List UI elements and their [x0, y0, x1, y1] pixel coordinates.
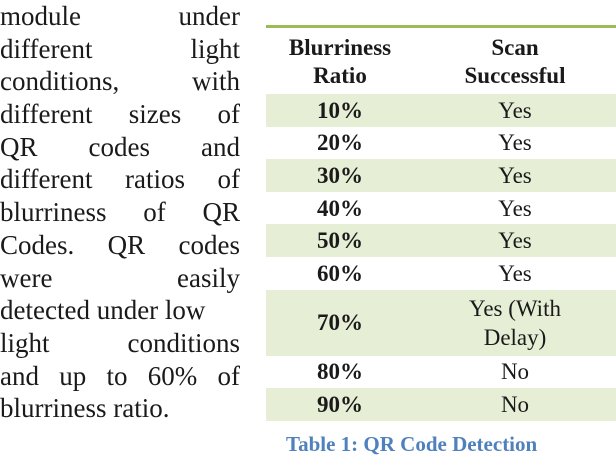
- body-paragraph: module under different light conditions,…: [0, 0, 240, 425]
- ratio-cell: 50%: [266, 224, 414, 257]
- text-line: QR codes and: [0, 131, 240, 162]
- ratio-cell: 70%: [266, 289, 414, 356]
- table-caption: Table 1: QR Code Detection: [286, 432, 538, 456]
- text-line: Codes. QR codes: [0, 229, 240, 260]
- ratio-cell: 30%: [266, 159, 414, 192]
- ratio-cell: 80%: [317, 359, 363, 385]
- text-line: detected under low: [0, 295, 206, 326]
- text-line: light conditions: [0, 327, 240, 358]
- table-body: Blurriness Ratio Scan Successful 10% Yes…: [266, 28, 616, 421]
- result-cell: Yes: [498, 260, 532, 286]
- qr-detection-table: Blurriness Ratio Scan Successful 10% Yes…: [266, 25, 616, 421]
- text-line: and up to 60% of: [0, 360, 240, 391]
- table-row: 10% Yes: [266, 94, 616, 127]
- text-line: conditions, with: [0, 66, 240, 97]
- result-cell: Yes: [414, 94, 616, 127]
- ratio-cell: 60%: [317, 260, 363, 286]
- result-cell: Yes: [414, 224, 616, 257]
- result-cell: No: [414, 388, 616, 421]
- text-line: blurriness of QR: [0, 197, 240, 228]
- result-cell: Yes: [414, 159, 616, 192]
- header-blurriness-ratio: Blurriness Ratio: [288, 35, 392, 88]
- table-row: 40% Yes: [266, 192, 616, 225]
- text-line: were easily: [0, 262, 240, 293]
- text-line: different ratios of: [0, 164, 240, 195]
- table-top-rule: [266, 25, 616, 28]
- table-row: 50% Yes: [266, 224, 616, 257]
- table-row: 30% Yes: [266, 159, 616, 192]
- table-header-row: Blurriness Ratio Scan Successful: [266, 28, 616, 94]
- table-row: 70% Yes (With Delay): [266, 289, 616, 356]
- result-cell: No: [500, 359, 530, 385]
- table-row: 60% Yes: [266, 257, 616, 290]
- ratio-cell: 90%: [266, 388, 414, 421]
- result-cell: Yes (With Delay): [414, 289, 616, 356]
- ratio-cell: 10%: [266, 94, 414, 127]
- ratio-cell: 40%: [317, 195, 363, 221]
- ratio-cell: 20%: [317, 130, 363, 156]
- table-row: 20% Yes: [266, 127, 616, 160]
- table-row: 80% No: [266, 356, 616, 389]
- text-line: different sizes of: [0, 99, 240, 130]
- result-cell: Yes: [498, 130, 532, 156]
- header-scan-successful: Scan Successful: [464, 35, 566, 88]
- text-line: module under: [0, 1, 240, 31]
- table-row: 90% No: [266, 388, 616, 421]
- text-line: blurriness ratio.: [0, 393, 170, 424]
- text-line: different light: [0, 33, 240, 64]
- result-cell: Yes: [498, 195, 532, 221]
